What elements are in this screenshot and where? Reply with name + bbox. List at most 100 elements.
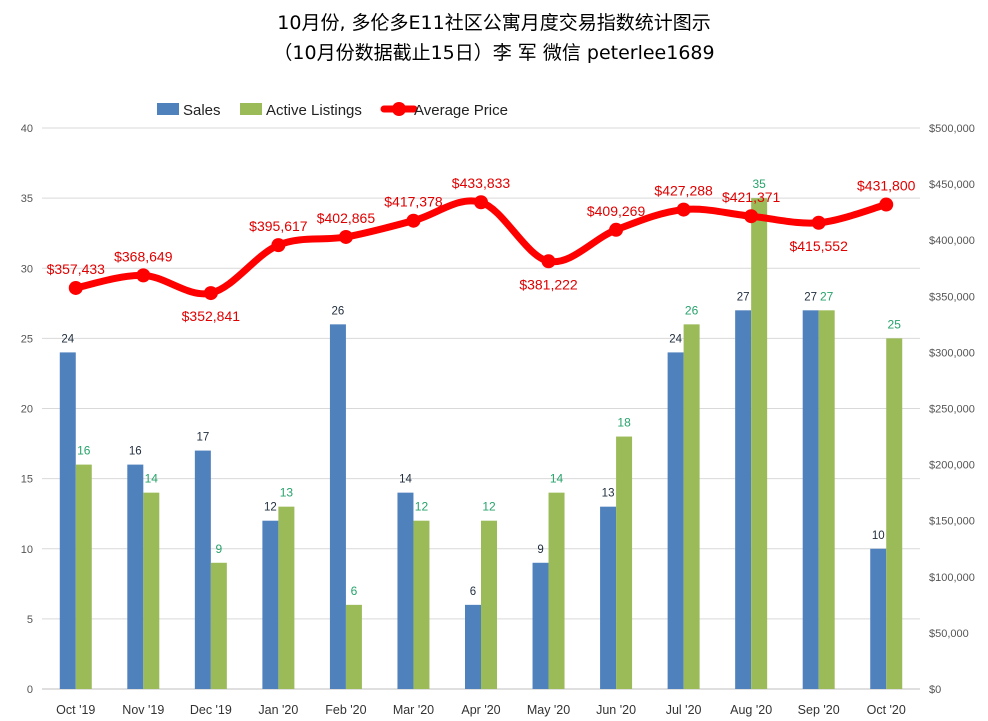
sales-data-label: 9 (537, 544, 543, 556)
sales-bar (870, 548, 887, 689)
y-right-tick-label: $250,000 (929, 404, 975, 416)
active-listings-bar (481, 520, 497, 689)
sales-data-label: 27 (804, 291, 817, 303)
active-listings-data-label: 9 (216, 542, 223, 556)
sales-data-label: 13 (602, 488, 615, 500)
active-listings-data-label: 13 (280, 486, 294, 500)
x-tick-label: Jun '20 (596, 703, 636, 717)
average-price-marker (271, 238, 286, 253)
sales-bar (600, 506, 617, 689)
y-right-tick-label: $0 (929, 684, 941, 696)
sales-bar (465, 604, 481, 689)
sales-bar (59, 352, 76, 689)
x-tick-label: Sep '20 (798, 703, 840, 717)
bars (59, 198, 903, 689)
x-tick-label: Oct '20 (867, 703, 906, 717)
y-right-tick-label: $50,000 (929, 628, 969, 640)
x-tick-label: Nov '19 (122, 703, 164, 717)
active-listings-data-label: 35 (752, 177, 766, 191)
active-listings-data-label: 14 (145, 472, 159, 486)
average-price-marker (136, 268, 151, 283)
average-price-marker (879, 197, 894, 212)
active-listings-bar (345, 604, 362, 689)
y-right-tick-label: $100,000 (929, 572, 975, 584)
price-line: $357,433 $368,649 $352,841 $395,617 $402,865… (47, 175, 916, 324)
average-price-data-label: $421,371 (722, 189, 781, 205)
average-price-data-label: $395,617 (249, 218, 308, 234)
average-price-marker (68, 280, 83, 295)
active-listings-bar (278, 506, 295, 689)
y-left-tick-label: 40 (21, 123, 33, 135)
average-price-marker (541, 254, 556, 269)
average-price-marker (406, 213, 421, 228)
y-axis-left: 0 5 10 15 20 25 30 35 40 (21, 123, 33, 696)
x-tick-label: Feb '20 (325, 703, 366, 717)
average-price-marker (744, 209, 759, 224)
sales-bar (735, 310, 752, 689)
legend: Sales Active Listings Average Price (157, 102, 508, 119)
sales-data-label: 24 (669, 333, 682, 345)
y-right-tick-label: $200,000 (929, 460, 975, 472)
sales-bar (127, 464, 144, 689)
legend-label-active-listings: Active Listings (266, 102, 362, 119)
x-tick-label: Jan '20 (258, 703, 298, 717)
legend-swatch-sales (157, 103, 179, 115)
active-listings-bar (818, 310, 835, 689)
y-right-tick-label: $450,000 (929, 179, 975, 191)
active-listings-bar (683, 324, 700, 689)
average-price-data-label: $352,841 (182, 308, 241, 324)
average-price-marker (676, 202, 691, 217)
sales-data-label: 12 (264, 502, 277, 514)
y-right-tick-label: $150,000 (929, 516, 975, 528)
sales-data-label: 24 (61, 333, 74, 345)
average-price-data-label: $409,269 (587, 203, 646, 219)
active-listings-bar (548, 492, 565, 689)
x-tick-label: Jul '20 (666, 703, 702, 717)
average-price-data-label: $357,433 (47, 261, 106, 277)
active-listings-bar (143, 492, 160, 689)
x-tick-label: Mar '20 (393, 703, 434, 717)
legend-label-sales: Sales (183, 102, 221, 119)
x-tick-label: Apr '20 (461, 703, 500, 717)
sales-data-label: 17 (196, 432, 209, 444)
average-price-data-label: $431,800 (857, 178, 916, 194)
average-price-data-label: $368,649 (114, 248, 173, 264)
x-tick-label: May '20 (527, 703, 570, 717)
x-tick-label: Aug '20 (730, 703, 772, 717)
sales-bar (802, 310, 819, 689)
sales-bar (262, 520, 279, 689)
sales-data-label: 16 (129, 446, 142, 458)
average-price-data-label: $427,288 (654, 183, 713, 199)
active-listings-bar (751, 198, 768, 689)
sales-data-label: 27 (737, 291, 750, 303)
legend-label-average-price: Average Price (414, 102, 508, 119)
active-listings-data-label: 26 (685, 303, 699, 317)
active-listings-data-label: 12 (415, 500, 429, 514)
average-price-marker (203, 286, 218, 301)
y-right-tick-label: $300,000 (929, 347, 975, 359)
sales-data-label: 14 (399, 474, 412, 486)
active-listings-bar (75, 464, 92, 689)
average-price-marker (474, 195, 488, 210)
x-tick-label: Dec '19 (190, 703, 232, 717)
average-price-data-label: $417,378 (384, 194, 443, 210)
average-price-marker (811, 215, 826, 230)
active-listings-data-label: 25 (888, 317, 902, 331)
sales-data-label: 26 (332, 305, 345, 317)
average-price-data-label: $433,833 (452, 175, 511, 191)
active-listings-data-label: 18 (617, 416, 631, 430)
sales-bar (667, 352, 684, 689)
average-price-marker (609, 222, 624, 237)
sales-bar (329, 324, 346, 689)
y-right-tick-label: $500,000 (929, 123, 975, 135)
sales-bar (194, 450, 211, 689)
sales-data-label: 10 (872, 530, 885, 542)
active-listings-data-label: 6 (351, 584, 358, 598)
active-listings-data-label: 12 (482, 500, 496, 514)
average-price-data-label: $402,865 (317, 210, 376, 226)
y-left-tick-label: 5 (27, 614, 33, 626)
active-listings-data-label: 27 (820, 289, 834, 303)
x-tick-label: Oct '19 (56, 703, 95, 717)
